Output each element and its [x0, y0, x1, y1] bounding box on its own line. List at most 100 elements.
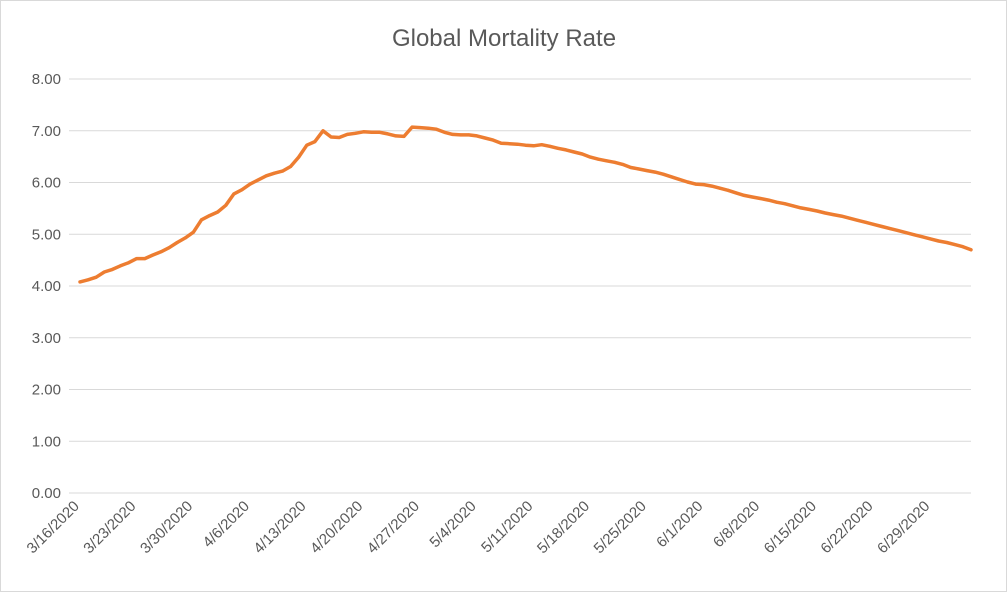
y-tick-label: 4.00 — [32, 278, 61, 295]
data-point — [694, 182, 698, 186]
data-point — [945, 241, 949, 244]
data-point — [94, 275, 98, 279]
data-point — [378, 130, 382, 134]
data-point — [645, 169, 649, 173]
x-tick-label: 4/6/2020 — [200, 498, 253, 551]
data-point — [507, 142, 511, 146]
data-point — [896, 229, 900, 233]
data-point — [677, 177, 681, 181]
y-tick-label: 3.00 — [32, 330, 61, 347]
data-point — [605, 159, 608, 163]
data-point — [313, 140, 317, 144]
data-point — [329, 135, 333, 139]
x-tick-label: 5/11/2020 — [478, 498, 536, 556]
x-tick-label: 6/22/2020 — [817, 498, 876, 557]
data-point — [734, 191, 738, 195]
x-tick-label: 4/13/2020 — [250, 498, 309, 557]
data-point — [224, 203, 228, 207]
x-tick-label: 3/16/2020 — [24, 498, 83, 557]
series-layer — [78, 125, 973, 284]
data-point — [127, 261, 131, 265]
series-line — [78, 125, 973, 284]
data-point — [718, 186, 722, 190]
x-tick-label: 6/15/2020 — [761, 498, 820, 557]
data-point — [200, 218, 203, 222]
data-point — [475, 134, 479, 138]
y-tick-label: 5.00 — [32, 226, 61, 243]
data-point — [394, 134, 398, 138]
data-point — [451, 132, 455, 136]
chart-title: Global Mortality Rate — [392, 25, 616, 52]
data-point — [556, 146, 560, 150]
data-point — [669, 175, 673, 179]
data-point — [426, 126, 430, 130]
x-tick-label: 5/18/2020 — [534, 498, 593, 557]
data-point — [783, 202, 787, 206]
y-tick-label: 8.00 — [32, 71, 61, 88]
data-point — [637, 167, 641, 171]
data-point — [167, 246, 171, 250]
data-point — [183, 236, 187, 240]
data-point — [653, 170, 657, 174]
data-point — [110, 267, 114, 271]
data-point — [289, 165, 293, 168]
data-point — [297, 155, 301, 159]
data-point — [742, 193, 746, 197]
data-point — [767, 198, 770, 202]
data-point — [353, 131, 357, 135]
data-point — [362, 130, 365, 134]
data-point — [321, 129, 325, 133]
data-point — [418, 126, 422, 130]
data-point — [159, 250, 163, 254]
data-point — [232, 192, 236, 196]
data-point — [815, 209, 819, 213]
data-point — [710, 184, 714, 188]
x-tick-label: 4/20/2020 — [307, 498, 366, 557]
data-point — [686, 180, 689, 184]
data-point — [434, 127, 438, 131]
data-point — [912, 233, 916, 237]
y-tick-label: 7.00 — [32, 123, 61, 140]
data-point — [272, 171, 276, 175]
data-point — [151, 253, 155, 257]
y-tick-label: 2.00 — [32, 382, 61, 399]
data-point — [880, 225, 884, 228]
data-point — [775, 200, 779, 204]
x-tick-label: 6/1/2020 — [653, 498, 706, 551]
data-point — [532, 144, 536, 148]
data-point — [580, 152, 584, 156]
y-tick-label: 1.00 — [32, 433, 61, 450]
data-point — [961, 245, 965, 249]
data-point — [305, 143, 309, 147]
data-point — [410, 125, 414, 129]
data-point — [920, 235, 924, 239]
data-point — [613, 160, 617, 164]
data-point — [102, 270, 106, 274]
data-point — [872, 222, 876, 226]
data-point — [831, 213, 835, 217]
data-point — [823, 211, 827, 215]
data-point — [459, 133, 463, 137]
x-tick-label: 3/23/2020 — [80, 498, 139, 557]
data-point — [750, 195, 754, 199]
data-point — [499, 141, 503, 145]
x-tick-label: 6/8/2020 — [710, 498, 763, 551]
data-point — [337, 136, 341, 139]
y-axis-ticks: 0.00 1.00 2.00 3.00 4.00 5.00 6.00 7.00 8.00 — [32, 71, 61, 502]
data-point — [839, 214, 843, 218]
data-point — [799, 206, 803, 210]
data-point — [491, 138, 495, 142]
data-point — [888, 227, 892, 231]
data-point — [969, 248, 973, 252]
data-point — [443, 130, 446, 134]
data-point — [86, 278, 90, 282]
x-tick-label: 5/4/2020 — [426, 498, 479, 551]
x-tick-label: 4/27/2020 — [364, 498, 423, 557]
y-tick-label: 0.00 — [32, 485, 61, 502]
data-point — [758, 197, 762, 200]
data-point — [78, 280, 82, 284]
data-point — [143, 257, 147, 261]
